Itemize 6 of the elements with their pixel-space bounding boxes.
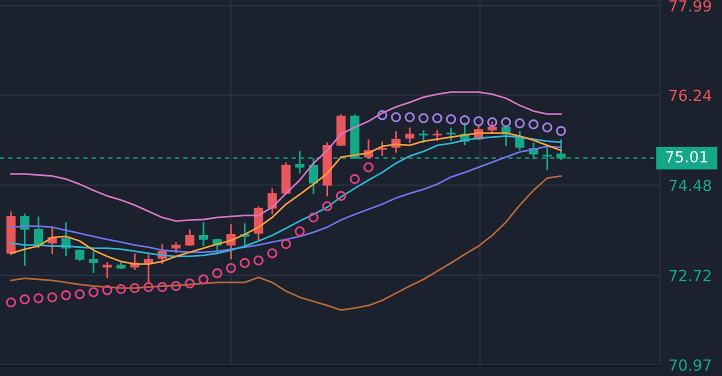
y-tick-label: 74.48 [670, 180, 712, 192]
y-tick-label: 77.99 [670, 0, 711, 12]
y-tick-label: 72.72 [670, 270, 711, 282]
y-tick-label: 76.24 [670, 90, 712, 102]
ref-line-label: 75.01 [666, 150, 708, 163]
y-tick-label: 70.97 [670, 359, 711, 371]
